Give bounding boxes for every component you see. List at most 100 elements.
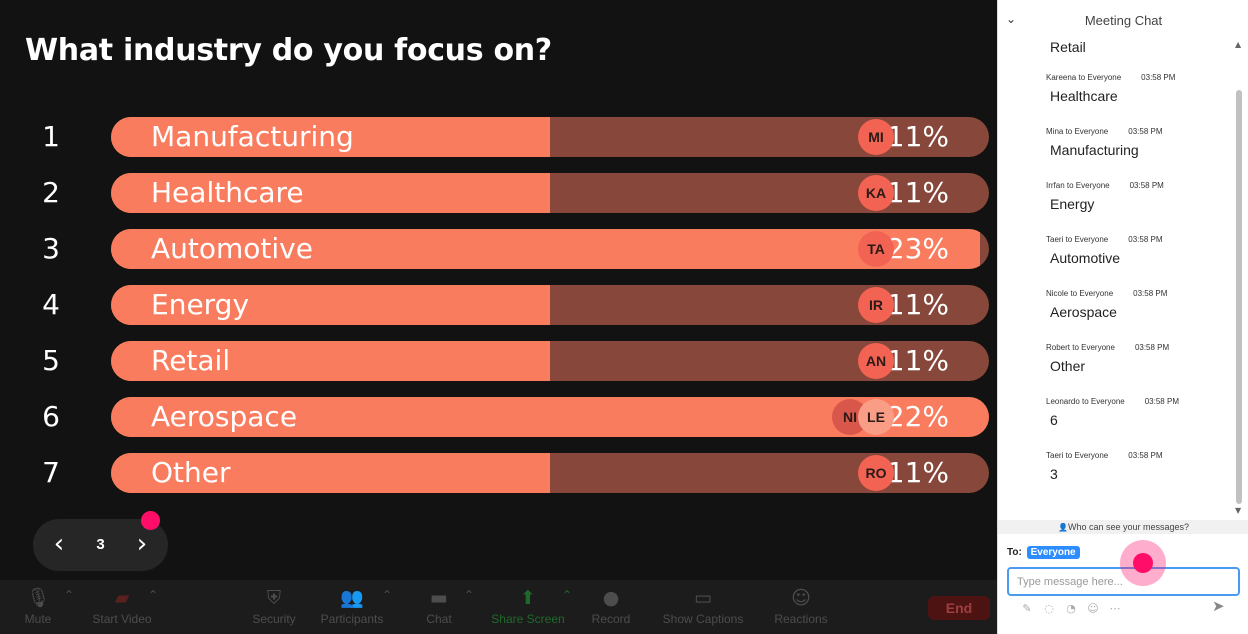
result-bar-track: Energy 11% IR [111, 285, 989, 325]
message-sender: Irrfan to Everyone [1046, 181, 1110, 190]
microphone-icon: 🎙 [25, 587, 51, 609]
chat-options-caret-icon[interactable]: ⌃ [464, 588, 475, 602]
chevron-left-icon[interactable]: ‹ [53, 529, 65, 559]
message-header: Taeri to Everyone 03:58 PM [1046, 451, 1163, 460]
option-label: Healthcare [151, 176, 304, 209]
result-bar-track: Other 11% RO [111, 453, 989, 493]
poll-option-row: 3 Automotive 23% TA [0, 229, 997, 269]
message-input[interactable] [1007, 567, 1240, 596]
voter-avatar: RO [858, 455, 894, 491]
result-bar-fill [111, 117, 550, 157]
option-number: 7 [42, 456, 60, 489]
option-number: 4 [42, 288, 60, 321]
chat-button[interactable]: ▬ Chat [418, 584, 460, 632]
poll-option-row: 1 Manufacturing 11% MI [0, 117, 997, 157]
voter-avatar: IR [858, 287, 894, 323]
shield-icon: ⛨ [266, 587, 282, 609]
file-icon[interactable]: ◔ [1066, 602, 1076, 615]
who-can-see-link[interactable]: 👤Who can see your messages? [998, 520, 1248, 534]
poll-option-row: 6 Aerospace 22% NI LE [0, 397, 997, 437]
message-header: Irrfan to Everyone 03:58 PM [1046, 181, 1164, 190]
recipient-dropdown[interactable]: Everyone [1026, 546, 1080, 559]
mute-options-caret-icon[interactable]: ⌃ [64, 588, 75, 602]
participants-options-caret-icon[interactable]: ⌃ [382, 588, 393, 602]
video-options-caret-icon[interactable]: ⌃ [148, 588, 159, 602]
message-header: Nicole to Everyone 03:58 PM [1046, 289, 1167, 298]
chat-scrollbar[interactable]: ▲ ▼ [1235, 40, 1244, 518]
scroll-up-arrow-icon[interactable]: ▲ [1235, 40, 1242, 49]
message-format-toolbar: ✎ ◌ ◔ ☺ ⋯ [1016, 599, 1126, 615]
message-text: 6 [1050, 412, 1058, 428]
start-video-button[interactable]: ▰ Start Video [86, 584, 158, 632]
format-text-icon[interactable]: ✎ [1022, 602, 1032, 615]
voter-avatar: MI [858, 119, 894, 155]
recipient-row: To: Everyone [1007, 546, 1080, 559]
person-info-icon: 👤 [1057, 523, 1068, 532]
share-screen-icon: ⬆ [520, 587, 536, 609]
screenshot-icon[interactable]: ◌ [1044, 602, 1054, 615]
send-icon[interactable]: ➤ [1212, 597, 1225, 615]
emoji-icon[interactable]: ☺ [1087, 602, 1099, 615]
message-time: 03:58 PM [1128, 235, 1163, 244]
poll-option-row: 5 Retail 11% AN [0, 341, 997, 381]
result-bar-track: Aerospace 22% NI LE [111, 397, 989, 437]
show-captions-button[interactable]: ▭ Show Captions [656, 584, 750, 632]
mute-button[interactable]: 🎙 Mute [18, 584, 58, 632]
message-text: Manufacturing [1050, 142, 1139, 158]
message-header: Leonardo to Everyone 03:58 PM [1046, 397, 1179, 406]
participants-icon: 👥 [340, 587, 364, 609]
voter-avatar: LE [858, 399, 894, 435]
meeting-chat-panel: ⌄ Meeting Chat Retail Kareena to Everyone… [997, 0, 1248, 634]
option-percent: 11% [886, 344, 949, 377]
slide-number: 3 [96, 536, 105, 553]
record-icon: ● [602, 587, 620, 609]
option-number: 1 [42, 120, 60, 153]
notification-dot [141, 511, 160, 530]
option-percent: 23% [886, 232, 949, 265]
result-bar-fill [111, 173, 550, 213]
share-options-caret-icon[interactable]: ⌃ [562, 588, 573, 602]
record-button[interactable]: ● Record [588, 584, 634, 632]
participants-button[interactable]: 👥 Participants [316, 584, 388, 632]
poll-option-row: 7 Other 11% RO [0, 453, 997, 493]
voter-avatar: AN [858, 343, 894, 379]
result-bar-fill [111, 285, 550, 325]
result-bar-track: Manufacturing 11% MI [111, 117, 989, 157]
option-label: Energy [151, 288, 250, 321]
message-text: Other [1050, 358, 1086, 374]
scroll-thumb[interactable] [1236, 90, 1242, 504]
result-bar-fill [111, 341, 550, 381]
option-label: Aerospace [151, 400, 298, 433]
more-icon[interactable]: ⋯ [1109, 602, 1121, 615]
option-number: 3 [42, 232, 60, 265]
meeting-toolbar: 🎙 Mute ⌃ ▰ Start Video ⌃ ⛨ Security 👥 Pa… [0, 580, 997, 634]
smiley-plus-icon: ☺ [791, 587, 811, 609]
share-screen-button[interactable]: ⬆ Share Screen [488, 584, 568, 632]
option-label: Retail [151, 344, 231, 377]
message-header: Robert to Everyone 03:58 PM [1046, 343, 1169, 352]
captions-icon: ▭ [694, 587, 712, 609]
result-bar-track: Automotive 23% TA [111, 229, 989, 269]
option-percent: 22% [886, 400, 949, 433]
chevron-down-icon[interactable]: ⌄ [1006, 12, 1017, 26]
reactions-button[interactable]: ☺ Reactions [770, 584, 832, 632]
message-text: Retail [1050, 39, 1086, 55]
result-bar-track: Retail 11% AN [111, 341, 989, 381]
presentation-stage: What industry do you focus on? 1 Manufact… [0, 0, 997, 634]
message-text: Healthcare [1050, 88, 1118, 104]
message-sender: Taeri to Everyone [1046, 451, 1109, 460]
end-meeting-button[interactable]: End [928, 596, 990, 620]
option-percent: 11% [886, 288, 949, 321]
security-button[interactable]: ⛨ Security [248, 584, 300, 632]
option-percent: 11% [886, 456, 949, 489]
message-time: 03:58 PM [1141, 73, 1176, 82]
voter-avatar: TA [858, 231, 894, 267]
chat-bubble-icon: ▬ [430, 587, 448, 609]
message-time: 03:58 PM [1128, 451, 1163, 460]
scroll-down-arrow-icon[interactable]: ▼ [1235, 506, 1242, 515]
message-text: Aerospace [1050, 304, 1117, 320]
chat-title: Meeting Chat [1084, 13, 1163, 28]
chevron-right-icon[interactable]: › [136, 529, 148, 559]
message-text: Automotive [1050, 250, 1121, 266]
poll-option-row: 2 Healthcare 11% KA [0, 173, 997, 213]
